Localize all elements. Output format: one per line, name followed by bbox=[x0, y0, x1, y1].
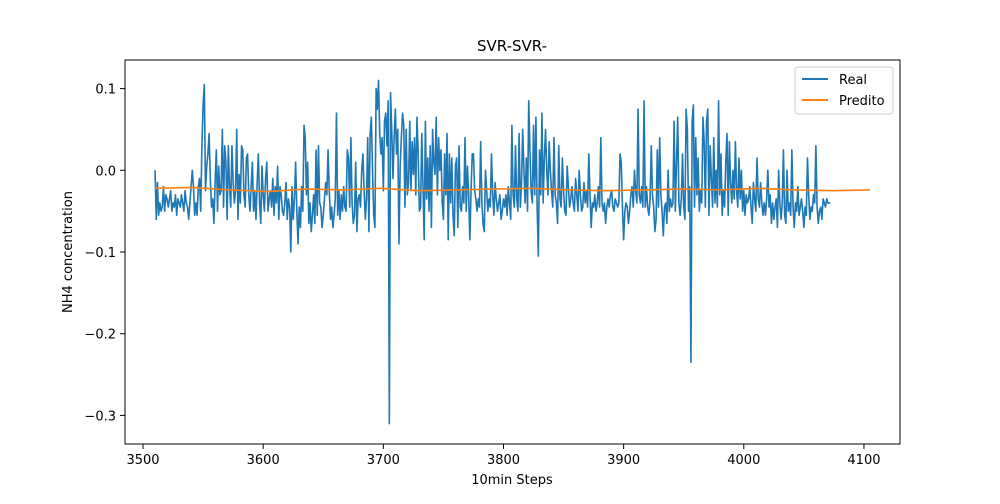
legend-label-real: Real bbox=[839, 73, 867, 88]
x-tick-label: 4100 bbox=[847, 453, 880, 468]
y-axis-label: NH4 concentration bbox=[61, 191, 76, 313]
x-axis-label: 10min Steps bbox=[471, 473, 553, 488]
y-axis: 0.1 0.0 −0.1 −0.2 −0.3 bbox=[84, 83, 125, 424]
predito-series-line bbox=[155, 186, 870, 193]
x-tick-label: 3800 bbox=[487, 453, 520, 468]
y-tick-label: 0.0 bbox=[95, 164, 116, 179]
x-tick-label: 4000 bbox=[727, 453, 760, 468]
x-tick-label: 3600 bbox=[247, 453, 280, 468]
x-tick-label: 3700 bbox=[367, 453, 400, 468]
legend-label-predito: Predito bbox=[839, 94, 885, 109]
plot-area-frame bbox=[124, 59, 901, 445]
y-tick-label: 0.1 bbox=[95, 83, 116, 98]
real-series-line bbox=[154, 79, 831, 425]
x-tick-label: 3500 bbox=[126, 453, 159, 468]
y-tick-label: −0.3 bbox=[84, 409, 116, 424]
x-tick-label: 3900 bbox=[607, 453, 640, 468]
y-tick-label: −0.2 bbox=[84, 328, 116, 343]
series-layer bbox=[154, 79, 870, 425]
legend: Real Predito bbox=[794, 66, 894, 115]
y-tick-label: −0.1 bbox=[84, 246, 116, 261]
chart-title: SVR-SVR- bbox=[477, 37, 547, 55]
x-axis: 3500 3600 3700 3800 3900 4000 4100 bbox=[126, 444, 881, 468]
